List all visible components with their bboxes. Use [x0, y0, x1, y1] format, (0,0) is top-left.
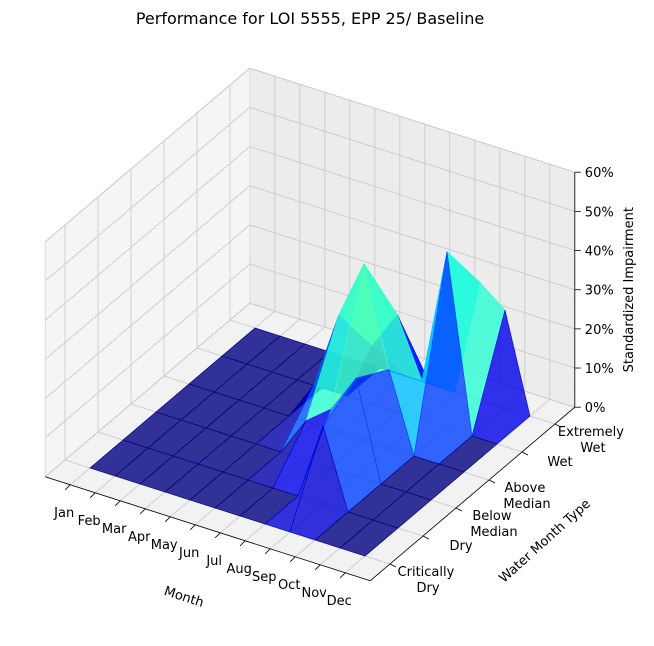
- y-tick: [554, 423, 562, 428]
- y-tick: [521, 451, 529, 456]
- x-tick: [214, 532, 221, 539]
- y-tick: [422, 535, 430, 540]
- grid-line: [249, 185, 575, 291]
- grid-line: [44, 146, 251, 321]
- grid-line: [44, 67, 251, 243]
- y-tick-label: Critically Dry: [398, 565, 459, 596]
- x-tick-label: Feb: [78, 514, 101, 529]
- grid-line: [44, 107, 251, 282]
- y-tick-label: Below Median: [470, 509, 517, 540]
- x-tick: [64, 484, 71, 491]
- z-tick-label: 40%: [585, 245, 614, 260]
- z-tick-label: 20%: [585, 323, 614, 338]
- x-tick: [164, 516, 171, 523]
- x-tick: [114, 500, 121, 507]
- grid-line: [249, 146, 575, 251]
- x-tick-label: Sep: [252, 570, 277, 585]
- x-tick-label: Jul: [205, 554, 222, 569]
- grid-line: [249, 106, 575, 212]
- surface-patch: [339, 519, 399, 557]
- x-tick: [289, 556, 296, 563]
- grid-line: [44, 224, 251, 399]
- x-tick-label: Jun: [178, 546, 199, 561]
- grid-line: [44, 302, 251, 478]
- x-tick-label: Oct: [278, 578, 300, 593]
- x-tick: [189, 524, 196, 531]
- x-tick: [139, 508, 146, 515]
- x-tick-label: Aug: [227, 562, 252, 577]
- grid-line: [249, 67, 575, 173]
- y-tick-label: Extremely Wet: [558, 425, 628, 456]
- grid-line: [44, 185, 251, 360]
- z-tick-label: 10%: [585, 362, 614, 377]
- x-tick-label: Nov: [302, 586, 328, 601]
- z-tick-label: 0%: [585, 401, 606, 416]
- grid-line: [249, 224, 575, 330]
- x-tick: [239, 540, 246, 547]
- x-tick-label: Apr: [128, 530, 151, 545]
- x-tick: [89, 492, 96, 499]
- y-tick-label: Dry: [449, 539, 472, 554]
- z-tick-label: 30%: [585, 284, 614, 299]
- x-axis-label: Month: [162, 584, 205, 611]
- grid-line: [249, 263, 575, 369]
- y-tick-label: Wet: [547, 455, 572, 470]
- x-axis: [45, 476, 371, 582]
- y-tick-label: Above Median: [503, 481, 550, 512]
- x-tick: [264, 548, 271, 555]
- x-tick: [339, 572, 346, 579]
- x-tick-label: Dec: [327, 594, 352, 609]
- chart-title: Performance for LOI 5555, EPP 25/ Baseli…: [136, 9, 484, 28]
- z-tick-label: 50%: [585, 205, 614, 220]
- grid-line: [44, 263, 251, 438]
- z-tick-label: 60%: [585, 166, 614, 181]
- y-tick: [455, 507, 463, 512]
- x-tick-label: Mar: [102, 522, 127, 537]
- x-tick: [314, 564, 321, 571]
- y-axis: [369, 406, 576, 582]
- y-tick: [389, 563, 397, 568]
- y-tick: [488, 479, 496, 484]
- z-axis-label: Standardized Impairment: [622, 207, 637, 372]
- x-tick-label: Jan: [53, 506, 74, 521]
- x-tick-label: May: [151, 538, 178, 553]
